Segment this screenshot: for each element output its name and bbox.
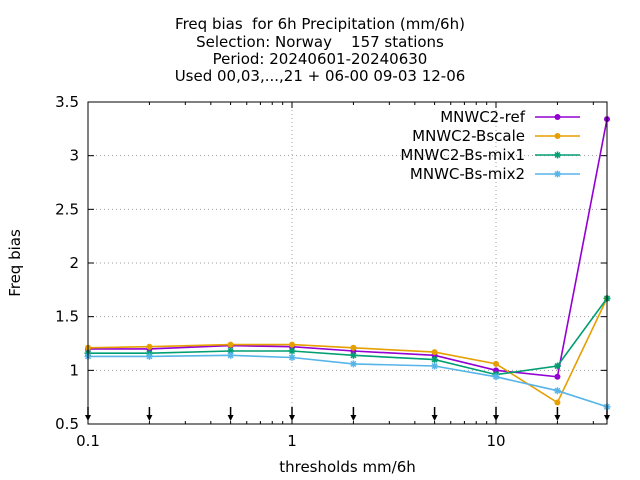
y-tick-label: 2.5: [55, 200, 79, 218]
marker-stroke: [350, 360, 357, 367]
series-4: [84, 351, 611, 411]
marker-stroke: [554, 387, 561, 394]
title-line-2: Selection: Norway 157 stations: [196, 33, 444, 51]
x-axis-ticks: 0.1 1 10: [76, 102, 594, 450]
y-tick-label: 3: [69, 147, 79, 165]
data-point: [227, 351, 235, 359]
legend-label: MNWC2-Bs-mix1: [400, 146, 525, 164]
data-point: [554, 399, 561, 406]
legend-label: MNWC-Bs-mix2: [410, 165, 525, 183]
legend-item: MNWC-Bs-mix2: [410, 165, 580, 183]
legend-item: MNWC2-Bs-mix1: [400, 146, 580, 164]
legend-label: MNWC2-ref: [440, 108, 525, 126]
data-point: [554, 373, 561, 380]
legend-item: MNWC2-ref: [440, 108, 580, 126]
series-line: [88, 354, 608, 408]
marker-stroke: [554, 170, 561, 178]
marker-stroke: [431, 363, 438, 370]
y-tick-label: 1: [69, 361, 79, 379]
series-line: [88, 119, 608, 378]
y-tick-label: 2: [69, 254, 79, 272]
x-axis-label: thresholds mm/6h: [279, 458, 416, 476]
legend-marker: [554, 133, 561, 139]
data-point: [288, 347, 296, 355]
data-point: [349, 351, 357, 359]
y-axis-ticks: 0.5 1 1.5 2 2.5 3 3.5: [55, 93, 607, 433]
legend-label: MNWC2-Bscale: [412, 127, 525, 145]
x-tick-label: 10: [486, 432, 505, 450]
arrow-head: [146, 415, 153, 421]
data-point: [493, 367, 500, 374]
marker-stroke: [554, 151, 561, 159]
title-line-4: Used 00,03,...,21 + 06-00 09-03 12-06: [174, 67, 466, 85]
series-3: [84, 294, 611, 379]
data-point: [431, 362, 439, 370]
marker-stroke: [492, 373, 500, 380]
legend-marker: [554, 170, 561, 178]
data-point: [431, 356, 439, 364]
arrow-head: [431, 415, 438, 421]
data-series: [84, 116, 611, 411]
title-line-1: Freq bias for 6h Precipitation (mm/6h): [175, 15, 465, 33]
marker-stroke: [350, 352, 357, 359]
data-point: [553, 362, 561, 370]
series-1: [85, 116, 610, 380]
x-tick-label: 0.1: [76, 432, 100, 450]
legend: MNWC2-refMNWC2-BscaleMNWC2-Bs-mix1MNWC-B…: [400, 108, 580, 183]
data-point: [146, 343, 153, 350]
data-point: [492, 373, 500, 381]
marker-stroke: [288, 347, 296, 355]
series-2: [85, 295, 610, 406]
arrow-head: [227, 415, 234, 421]
y-tick-label: 3.5: [55, 93, 79, 111]
title-line-3: Period: 20240601-20240630: [212, 50, 428, 68]
data-point: [227, 341, 234, 348]
y-tick-label: 0.5: [55, 415, 79, 433]
data-point: [289, 341, 296, 348]
grid-lines: [88, 102, 607, 424]
legend-item: MNWC2-Bscale: [412, 127, 580, 145]
data-point: [145, 352, 153, 360]
arrow-head: [350, 415, 357, 421]
arrow-head: [289, 415, 296, 421]
data-point: [288, 353, 296, 361]
data-point: [493, 360, 500, 367]
y-tick-label: 1.5: [55, 308, 79, 326]
data-point: [350, 344, 357, 351]
marker-stroke: [146, 353, 153, 360]
y-axis-label: Freq bias: [6, 229, 24, 297]
marker-stroke: [554, 363, 561, 370]
data-point: [349, 360, 357, 368]
legend-marker: [554, 114, 561, 120]
marker-stroke: [288, 354, 296, 361]
x-tick-label: 1: [287, 432, 297, 450]
data-point: [431, 349, 438, 356]
marker-stroke: [431, 356, 438, 363]
marker-stroke: [227, 352, 234, 359]
data-point: [553, 387, 561, 395]
arrow-head: [554, 415, 561, 421]
legend-marker: [554, 151, 561, 159]
arrow-head: [493, 415, 500, 421]
threshold-arrows: [85, 407, 610, 421]
plot-frame: [87, 101, 608, 425]
